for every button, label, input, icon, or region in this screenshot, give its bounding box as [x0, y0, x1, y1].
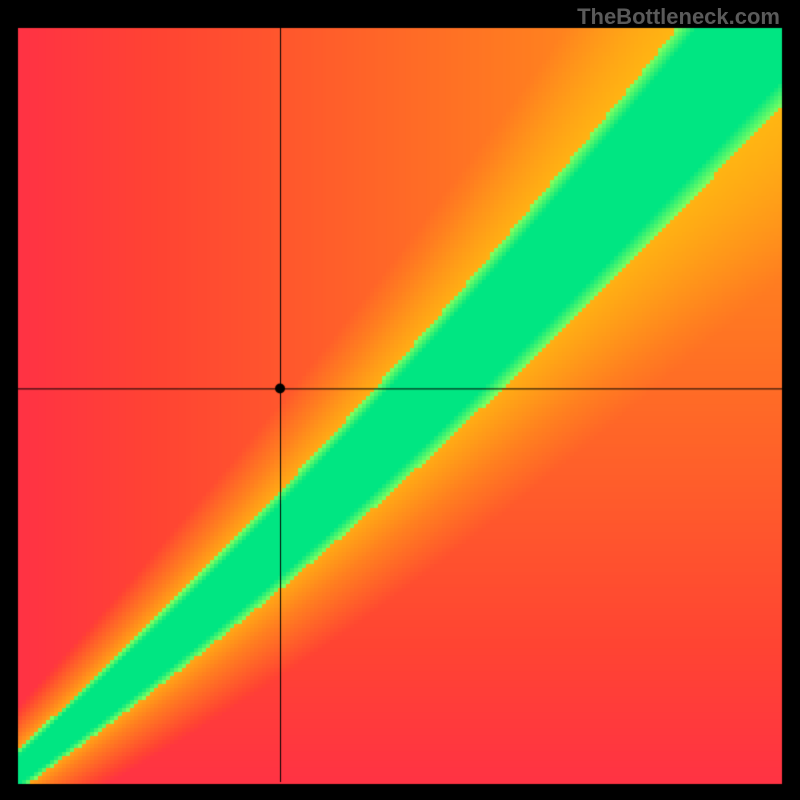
watermark: TheBottleneck.com: [577, 4, 780, 30]
bottleneck-heatmap: [0, 0, 800, 800]
chart-container: TheBottleneck.com: [0, 0, 800, 800]
